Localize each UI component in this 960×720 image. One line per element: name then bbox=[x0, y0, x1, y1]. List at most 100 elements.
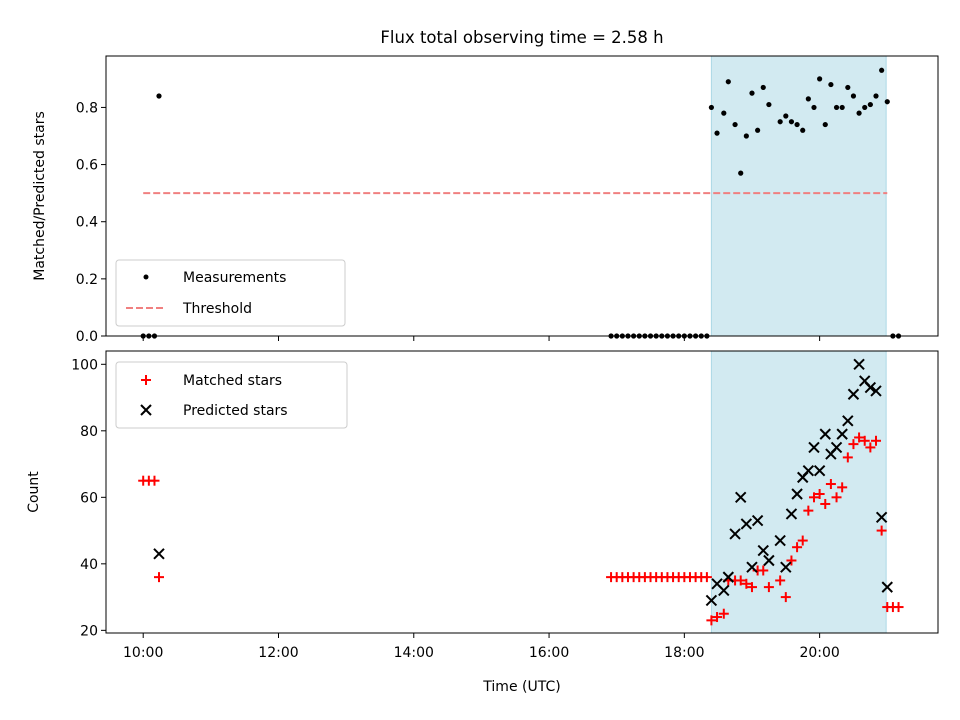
predicted-point-13-b bbox=[780, 561, 792, 573]
measurement-point-50 bbox=[873, 93, 879, 99]
predicted-point-8-b bbox=[746, 561, 758, 573]
predicted-point-0-b bbox=[153, 548, 165, 560]
predicted-point-12 bbox=[774, 534, 786, 547]
count-panel-frame bbox=[105, 350, 939, 634]
measurement-point-3 bbox=[156, 93, 162, 99]
predicted-point-22 bbox=[830, 441, 843, 454]
ratio-y-tick-label-0: 0.0 bbox=[76, 329, 98, 345]
matched-point-54 bbox=[893, 602, 904, 613]
matched-point-47 bbox=[854, 432, 865, 443]
matched-point-33 bbox=[775, 575, 786, 586]
measurement-point-28 bbox=[743, 133, 749, 139]
measurement-point-48 bbox=[862, 104, 868, 111]
predicted-point-30-b bbox=[875, 511, 888, 523]
measurement-point-32 bbox=[766, 101, 772, 108]
measurement-point-46 bbox=[850, 93, 857, 99]
measurement-point-38 bbox=[805, 96, 811, 102]
predicted-point-11-b bbox=[763, 554, 775, 567]
measurement-point-49 bbox=[867, 101, 873, 108]
measurement-point-34 bbox=[783, 113, 789, 119]
count-y-axis-label: Count bbox=[26, 471, 42, 513]
matched-point-34 bbox=[780, 592, 791, 603]
chart-title: Flux total observing time = 2.58 h bbox=[380, 28, 663, 47]
matched-point-21 bbox=[701, 572, 712, 583]
measurement-point-36 bbox=[794, 121, 800, 128]
predicted-point-25-b bbox=[847, 388, 860, 400]
measurement-point-33 bbox=[777, 119, 783, 125]
predicted-point-15 bbox=[791, 488, 803, 500]
predicted-point-11 bbox=[763, 554, 775, 567]
measurement-point-24 bbox=[721, 110, 727, 116]
matched-point-36 bbox=[792, 542, 803, 553]
count-y-tick-label-4: 100 bbox=[71, 357, 98, 373]
measurement-point-30 bbox=[755, 127, 761, 133]
predicted-point-19-b bbox=[813, 465, 826, 477]
measurement-point-51 bbox=[879, 67, 885, 73]
predicted-point-28 bbox=[864, 381, 877, 394]
x-axis-label: Time (UTC) bbox=[482, 679, 560, 695]
predicted-point-19 bbox=[813, 465, 826, 477]
predicted-point-8 bbox=[746, 561, 758, 573]
predicted-point-15-b bbox=[791, 488, 803, 500]
ratio-y-tick-label-1: 0.2 bbox=[76, 272, 98, 288]
matched-point-48 bbox=[859, 435, 870, 446]
measurement-point-40 bbox=[817, 76, 823, 82]
measurement-point-45 bbox=[845, 84, 851, 91]
ratio-panel-frame bbox=[105, 55, 939, 337]
legend-predicted-marker bbox=[140, 404, 152, 416]
measurement-point-42 bbox=[828, 81, 834, 88]
predicted-point-14-b bbox=[785, 508, 798, 520]
matched-point-27 bbox=[735, 575, 746, 586]
predicted-point-26 bbox=[853, 358, 865, 371]
ratio-y-axis-label: Matched/Predicted stars bbox=[32, 111, 48, 281]
matched-point-28 bbox=[741, 578, 752, 589]
legend-measurement-marker bbox=[143, 274, 149, 280]
predicted-point-22-b bbox=[830, 441, 843, 454]
matched-point-45 bbox=[842, 452, 853, 463]
count-y-tick-label-3: 80 bbox=[80, 424, 98, 440]
predicted-point-24-b bbox=[842, 415, 854, 427]
matched-point-31 bbox=[758, 565, 769, 576]
count-panel: 20 40 60 80 100 10:00 12:00 14:00 16:00 18:00 20:… bbox=[26, 350, 939, 695]
matched-point-49 bbox=[865, 442, 876, 453]
count-x-tick-label-0: 10:00 bbox=[123, 645, 163, 661]
predicted-point-5-b bbox=[729, 528, 741, 540]
count-points bbox=[138, 358, 904, 626]
predicted-point-29-b bbox=[870, 385, 882, 397]
measurement-point-26 bbox=[732, 121, 738, 128]
measurement-point-29 bbox=[749, 90, 755, 96]
predicted-point-28-b bbox=[864, 381, 877, 394]
predicted-point-6 bbox=[735, 491, 747, 504]
predicted-point-0 bbox=[153, 548, 165, 560]
measurement-point-41 bbox=[822, 121, 828, 128]
predicted-point-12-b bbox=[774, 534, 786, 547]
measurement-point-39 bbox=[811, 104, 817, 111]
count-y-tick-label-1: 40 bbox=[80, 557, 98, 573]
predicted-point-17-b bbox=[802, 465, 815, 477]
predicted-point-18-b bbox=[808, 441, 820, 454]
measurement-point-35 bbox=[788, 119, 795, 125]
measurement-point-37 bbox=[800, 127, 806, 133]
legend-predicted-label: Predicted stars bbox=[183, 403, 288, 419]
legend-predicted-x-b bbox=[140, 404, 152, 416]
legend-matched-marker bbox=[141, 375, 151, 385]
predicted-point-18 bbox=[808, 441, 820, 454]
count-x-tick-label-1: 12:00 bbox=[258, 645, 298, 661]
measurement-point-43 bbox=[833, 104, 840, 111]
ratio-legend: Measurements Threshold bbox=[115, 259, 346, 327]
count-x-tick-label-2: 14:00 bbox=[394, 645, 434, 661]
count-y-tick-label-0: 20 bbox=[80, 623, 98, 639]
ratio-legend-box bbox=[115, 259, 346, 327]
matched-point-32 bbox=[763, 582, 774, 593]
matched-point-22 bbox=[706, 615, 717, 626]
count-x-tick-label-5: 20:00 bbox=[799, 645, 839, 661]
matched-point-23 bbox=[712, 612, 723, 623]
observing-window-span bbox=[710, 55, 887, 337]
count-x-ticks: 10:00 12:00 14:00 16:00 18:00 20:00 bbox=[123, 633, 840, 661]
count-x-tick-label-4: 18:00 bbox=[664, 645, 704, 661]
predicted-point-7-b bbox=[740, 518, 753, 530]
matched-point-24 bbox=[718, 608, 729, 619]
predicted-point-2-b bbox=[711, 578, 723, 590]
matched-point-3 bbox=[153, 572, 164, 583]
measurement-point-25 bbox=[725, 79, 731, 85]
